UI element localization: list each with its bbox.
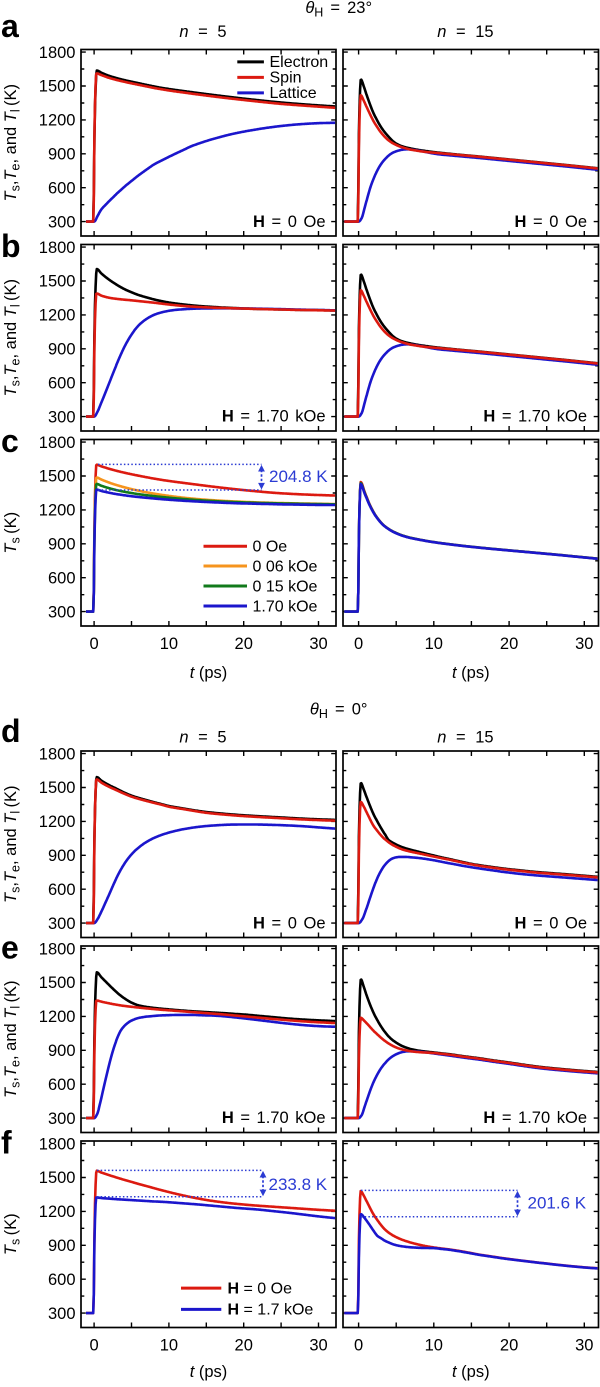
svg-text:600: 600 bbox=[48, 1076, 76, 1094]
svg-text:600: 600 bbox=[48, 1271, 76, 1289]
svg-text:H = 0 Oe: H = 0 Oe bbox=[253, 915, 326, 933]
svg-text:θH = 0°: θH = 0° bbox=[310, 701, 368, 722]
svg-text:1.70 kOe: 1.70 kOe bbox=[253, 598, 318, 615]
svg-text:0 06 kOe: 0 06 kOe bbox=[253, 558, 318, 575]
svg-text:1800: 1800 bbox=[39, 1135, 76, 1153]
svg-text:d: d bbox=[1, 713, 21, 749]
svg-text:H = 0 Oe: H = 0 Oe bbox=[228, 1280, 293, 1297]
svg-text:1500: 1500 bbox=[39, 1169, 76, 1187]
svg-text:1200: 1200 bbox=[39, 502, 76, 520]
svg-text:20: 20 bbox=[500, 1337, 518, 1355]
svg-text:30: 30 bbox=[575, 1337, 593, 1355]
svg-text:300: 300 bbox=[48, 1110, 76, 1128]
svg-text:n = 15: n = 15 bbox=[437, 729, 493, 747]
svg-text:900: 900 bbox=[48, 536, 76, 554]
svg-text:10: 10 bbox=[425, 635, 443, 653]
svg-text:600: 600 bbox=[48, 374, 76, 392]
svg-text:30: 30 bbox=[309, 1337, 327, 1355]
svg-text:300: 300 bbox=[48, 408, 76, 426]
svg-text:n = 15: n = 15 bbox=[437, 23, 493, 41]
svg-text:1500: 1500 bbox=[39, 273, 76, 291]
svg-text:1200: 1200 bbox=[39, 1203, 76, 1221]
svg-text:Ts (K): Ts (K) bbox=[2, 512, 23, 554]
svg-text:a: a bbox=[1, 8, 19, 44]
svg-text:1800: 1800 bbox=[39, 434, 76, 452]
svg-text:204.8 K: 204.8 K bbox=[269, 467, 328, 486]
svg-text:900: 900 bbox=[48, 1237, 76, 1255]
svg-text:30: 30 bbox=[309, 635, 327, 653]
svg-text:H = 1.70 kOe: H = 1.70 kOe bbox=[222, 1109, 326, 1127]
svg-text:1500: 1500 bbox=[39, 779, 76, 797]
svg-text:0: 0 bbox=[90, 1337, 99, 1355]
svg-text:1200: 1200 bbox=[39, 813, 76, 831]
svg-text:1200: 1200 bbox=[39, 1008, 76, 1026]
svg-text:233.8 K: 233.8 K bbox=[269, 1175, 328, 1194]
svg-text:n = 5: n = 5 bbox=[179, 23, 226, 41]
svg-text:e: e bbox=[1, 930, 19, 966]
svg-text:H = 1.70 kOe: H = 1.70 kOe bbox=[222, 408, 326, 426]
svg-text:0 Oe: 0 Oe bbox=[253, 539, 288, 556]
svg-text:Lattice: Lattice bbox=[270, 85, 317, 102]
svg-text:20: 20 bbox=[500, 635, 518, 653]
svg-text:900: 900 bbox=[48, 847, 76, 865]
svg-text:0: 0 bbox=[354, 1337, 363, 1355]
svg-text:Ts,Te, and Tl (K): Ts,Te, and Tl (K) bbox=[2, 279, 23, 396]
svg-text:H = 1.70 kOe: H = 1.70 kOe bbox=[483, 1109, 587, 1127]
svg-text:t (ps): t (ps) bbox=[452, 664, 490, 682]
svg-text:600: 600 bbox=[48, 179, 76, 197]
svg-text:10: 10 bbox=[425, 1337, 443, 1355]
svg-text:H = 1.70 kOe: H = 1.70 kOe bbox=[483, 408, 587, 426]
svg-text:1800: 1800 bbox=[39, 44, 76, 62]
svg-text:1200: 1200 bbox=[39, 307, 76, 325]
svg-text:900: 900 bbox=[48, 146, 76, 164]
svg-text:H = 0 Oe: H = 0 Oe bbox=[253, 213, 326, 231]
svg-text:10: 10 bbox=[160, 1337, 178, 1355]
svg-text:1800: 1800 bbox=[39, 239, 76, 257]
svg-text:Spin: Spin bbox=[270, 70, 302, 87]
svg-text:300: 300 bbox=[48, 213, 76, 231]
svg-text:900: 900 bbox=[48, 341, 76, 359]
svg-text:0 15 kOe: 0 15 kOe bbox=[253, 578, 318, 595]
svg-text:30: 30 bbox=[575, 635, 593, 653]
svg-text:1500: 1500 bbox=[39, 974, 76, 992]
svg-text:300: 300 bbox=[48, 1305, 76, 1323]
svg-text:t (ps): t (ps) bbox=[190, 1363, 228, 1381]
svg-text:600: 600 bbox=[48, 881, 76, 899]
svg-text:0: 0 bbox=[354, 635, 363, 653]
svg-text:c: c bbox=[1, 423, 19, 459]
svg-text:n = 5: n = 5 bbox=[179, 729, 226, 747]
svg-text:1800: 1800 bbox=[39, 745, 76, 763]
svg-text:Ts (K): Ts (K) bbox=[2, 1213, 23, 1255]
svg-text:t (ps): t (ps) bbox=[452, 1363, 490, 1381]
svg-text:Electron: Electron bbox=[270, 54, 329, 71]
svg-text:1500: 1500 bbox=[39, 78, 76, 96]
svg-text:0: 0 bbox=[90, 635, 99, 653]
svg-text:H = 0 Oe: H = 0 Oe bbox=[515, 915, 588, 933]
svg-text:900: 900 bbox=[48, 1042, 76, 1060]
svg-text:300: 300 bbox=[48, 603, 76, 621]
svg-text:600: 600 bbox=[48, 569, 76, 587]
svg-text:1200: 1200 bbox=[39, 112, 76, 130]
svg-text:1500: 1500 bbox=[39, 468, 76, 486]
svg-text:300: 300 bbox=[48, 915, 76, 933]
svg-text:1800: 1800 bbox=[39, 940, 76, 958]
svg-text:20: 20 bbox=[235, 1337, 253, 1355]
svg-text:20: 20 bbox=[235, 635, 253, 653]
svg-text:H = 1.7 kOe: H = 1.7 kOe bbox=[228, 1302, 314, 1319]
svg-text:Ts,Te, and Tl (K): Ts,Te, and Tl (K) bbox=[2, 981, 23, 1098]
svg-text:t (ps): t (ps) bbox=[190, 664, 228, 682]
svg-text:f: f bbox=[1, 1125, 12, 1161]
svg-text:Ts,Te, and Tl (K): Ts,Te, and Tl (K) bbox=[2, 84, 23, 201]
svg-text:201.6 K: 201.6 K bbox=[528, 1194, 587, 1213]
svg-text:b: b bbox=[1, 228, 21, 264]
svg-text:Ts,Te, and Tl (K): Ts,Te, and Tl (K) bbox=[2, 786, 23, 903]
svg-text:θH = 23°: θH = 23° bbox=[305, 0, 372, 20]
svg-text:10: 10 bbox=[160, 635, 178, 653]
svg-text:H = 0 Oe: H = 0 Oe bbox=[515, 213, 588, 231]
